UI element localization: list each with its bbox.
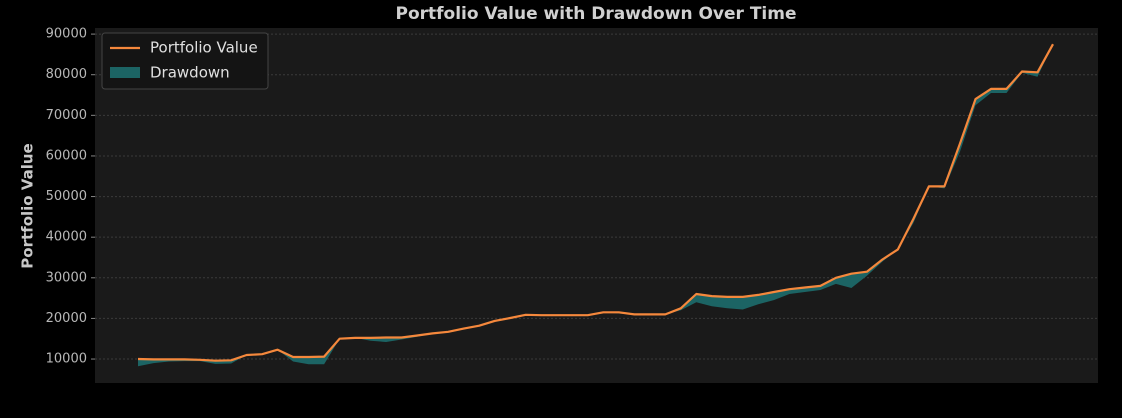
y-tick-label: 40000: [46, 230, 87, 245]
legend-swatch: [110, 67, 140, 78]
y-tick-label: 60000: [46, 148, 87, 163]
y-tick-label: 50000: [46, 189, 87, 204]
grid: 10000 20000 30000 40000 50000 60000 70000 80000…: [46, 27, 1098, 367]
legend-label: Portfolio Value: [150, 39, 258, 57]
y-axis-label: Portfolio Value: [19, 143, 37, 268]
y-tick-label: 20000: [46, 311, 87, 326]
y-tick-label: 80000: [46, 67, 87, 82]
legend-box: [101, 32, 269, 90]
chart-title: Portfolio Value with Drawdown Over Time: [395, 4, 796, 24]
legend: Portfolio Value Drawdown: [101, 32, 269, 90]
marks: [137, 43, 1054, 367]
y-tick-label: 10000: [46, 352, 87, 367]
y-tick-label: 90000: [46, 27, 87, 42]
portfolio-line: [137, 43, 1054, 362]
drawdown-area: [138, 44, 1053, 367]
legend-label: Drawdown: [150, 64, 230, 82]
y-tick-label: 30000: [46, 270, 87, 285]
y-tick-label: 70000: [46, 108, 87, 123]
